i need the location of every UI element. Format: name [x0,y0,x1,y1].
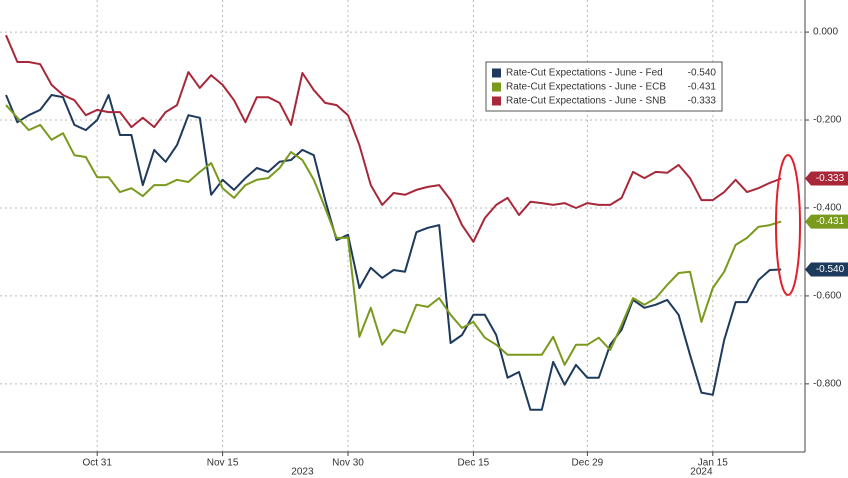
x-tick-label: Nov 15 [207,458,239,469]
legend-value: -0.540 [688,68,717,79]
x-tick-label: Jan 15 [698,458,728,469]
value-tag-label: -0.431 [816,216,845,227]
highlight-ellipse [775,154,801,296]
series-line [5,104,782,366]
y-tick-label: -0.600 [813,291,842,302]
x-tick-label: Oct 31 [82,458,112,469]
y-tick-label: -0.400 [813,203,842,214]
value-tag [805,262,848,277]
value-tag-label: -0.333 [816,173,845,184]
legend-value: -0.431 [688,82,717,93]
legend-label: Rate-Cut Expectations - June - Fed [506,68,663,79]
series-line [5,94,782,411]
x-year-label: 2024 [690,467,713,478]
value-tag [805,171,848,186]
legend-label: Rate-Cut Expectations - June - ECB [506,82,666,93]
y-tick-label: -0.200 [813,115,842,126]
lines [5,34,782,411]
x-tick-label: Dec 29 [572,458,604,469]
series-line [5,34,782,243]
legend-value: -0.333 [688,96,717,107]
legend: Rate-Cut Expectations - June - Fed -0.540… [485,61,723,112]
value-tag-label: -0.540 [816,264,845,275]
x-tick-label: Nov 30 [332,458,364,469]
x-tick-label: Dec 15 [458,458,490,469]
y-tick-label: 0.000 [813,27,838,38]
x-year-label: 2023 [291,467,314,478]
legend-label: Rate-Cut Expectations - June - SNB [506,96,666,107]
value-tag [805,214,848,229]
last-value-tags: -0.540 -0.431 -0.333 [805,171,848,277]
legend-swatch [492,82,501,92]
y-tick-label: -0.800 [813,378,842,389]
legend-swatch [492,96,501,106]
legend-swatch [492,68,501,78]
legend-box [485,61,723,112]
